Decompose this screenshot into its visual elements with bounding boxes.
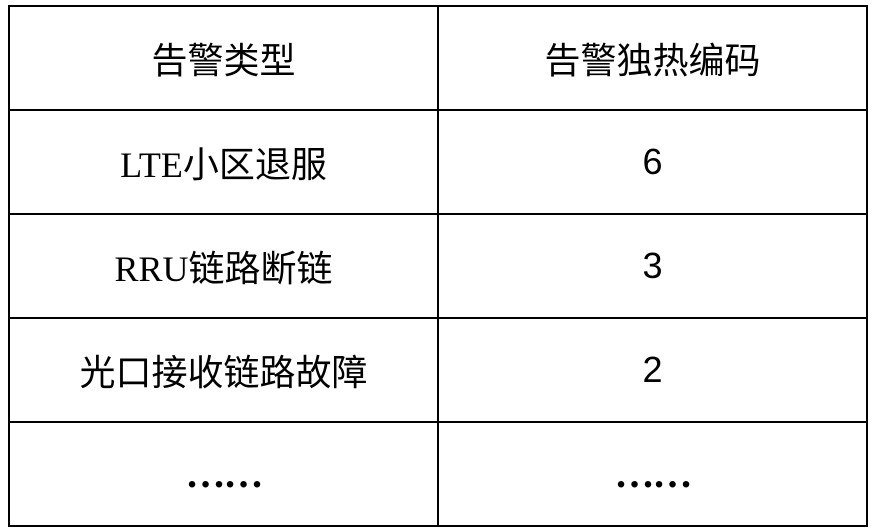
cell-ellipsis: …… (438, 422, 867, 526)
header-alarm-encoding: 告警独热编码 (438, 6, 867, 110)
cell-alarm-encoding: 2 (438, 318, 867, 422)
cell-alarm-type: 光口接收链路故障 (9, 318, 438, 422)
table-header-row: 告警类型 告警独热编码 (9, 6, 867, 110)
cell-alarm-encoding: 3 (438, 214, 867, 318)
table-row: LTE小区退服 6 (9, 110, 867, 214)
cell-ellipsis: …… (9, 422, 438, 526)
cell-alarm-encoding: 6 (438, 110, 867, 214)
cell-alarm-type: LTE小区退服 (9, 110, 438, 214)
alarm-encoding-table: 告警类型 告警独热编码 LTE小区退服 6 RRU链路断链 3 光口接收链路故障… (8, 5, 868, 527)
table-row: RRU链路断链 3 (9, 214, 867, 318)
table-row-ellipsis: …… …… (9, 422, 867, 526)
cell-alarm-type: RRU链路断链 (9, 214, 438, 318)
table-row: 光口接收链路故障 2 (9, 318, 867, 422)
header-alarm-type: 告警类型 (9, 6, 438, 110)
